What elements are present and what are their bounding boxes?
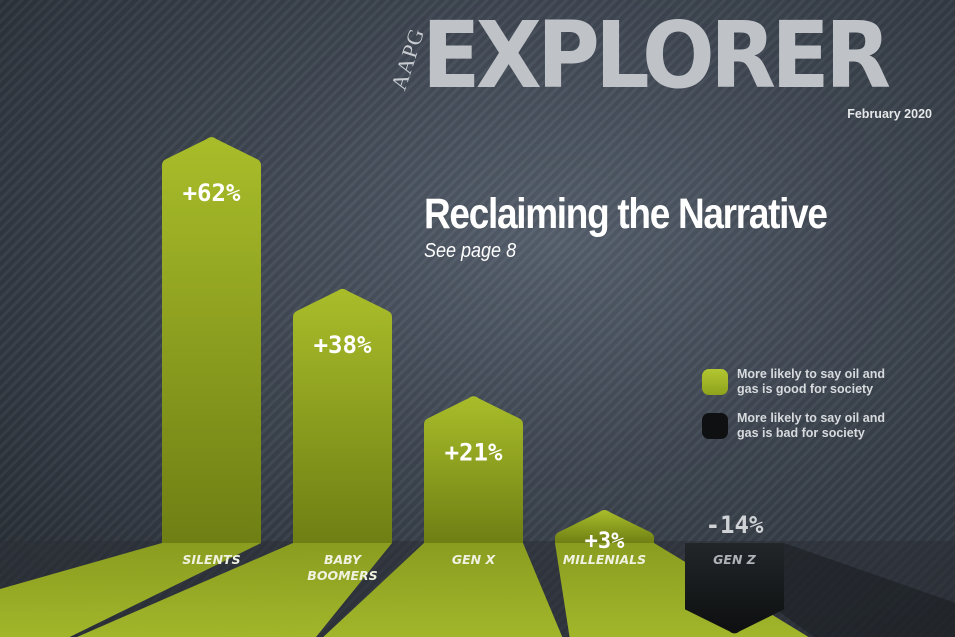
legend-item-negative: More likely to say oil and gas is bad fo… <box>702 411 892 445</box>
headline-subtitle: See page 8 <box>424 240 517 262</box>
headline-title: Reclaiming the Narrative <box>424 190 828 238</box>
bar-gen-x <box>424 396 523 543</box>
legend-swatch-negative <box>702 413 728 439</box>
floor-shadow-silents <box>0 543 261 637</box>
value-label-baby-boomers: +38% <box>314 331 372 359</box>
masthead-title: EXPLORER <box>422 2 891 109</box>
floor-shadow-baby-boomers <box>77 543 392 637</box>
legend-label-positive: More likely to say oil and gas is good f… <box>737 367 885 396</box>
aapg-logo: AAPG <box>386 8 430 108</box>
value-label-gen-z: -14% <box>706 511 764 539</box>
floor-shadow-gen-x <box>323 543 563 637</box>
category-label-millenials: MILLENIALS <box>563 552 646 567</box>
legend-swatch-positive <box>702 369 728 395</box>
category-label-gen-x: GEN X <box>452 552 497 567</box>
value-label-silents: +62% <box>183 179 241 207</box>
issue-date: February 2020 <box>847 107 932 121</box>
bar-millenials <box>555 510 654 543</box>
value-label-millenials: +3% <box>585 529 625 554</box>
category-label-silents: SILENTS <box>182 552 240 567</box>
bar-silents <box>162 137 261 543</box>
category-label-gen-z: GEN Z <box>713 552 757 567</box>
legend-label-negative: More likely to say oil and gas is bad fo… <box>737 411 885 440</box>
bar-gen-z <box>685 543 784 634</box>
category-label-baby-boomers-line-1: BABY <box>324 552 363 567</box>
category-label-baby-boomers-line-2: BOOMERS <box>307 568 377 583</box>
bars <box>162 137 784 634</box>
value-label-gen-x: +21% <box>445 438 503 466</box>
bar-baby-boomers <box>293 288 392 543</box>
legend-item-positive: More likely to say oil and gas is good f… <box>702 367 892 401</box>
